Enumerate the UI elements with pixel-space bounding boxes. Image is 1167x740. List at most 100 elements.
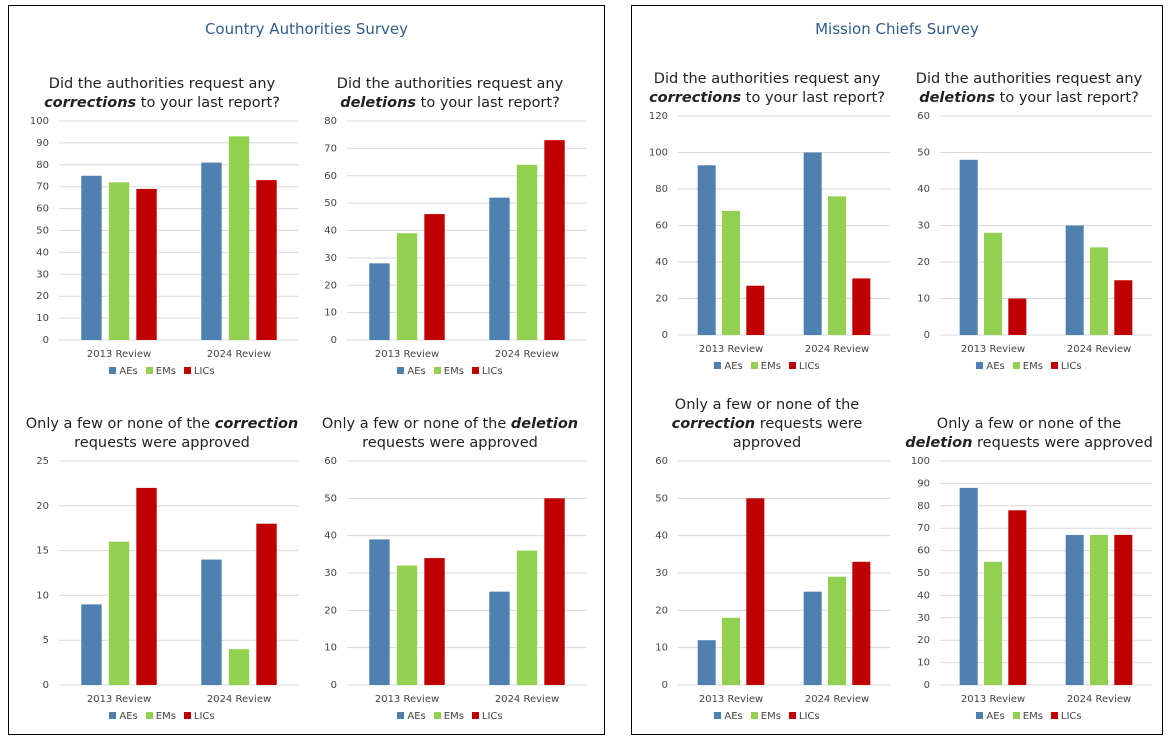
legend: AEs EMs LICs (898, 711, 1160, 722)
y-tick-label: 30 (655, 568, 668, 579)
x-tick-label: 2013 Review (375, 349, 439, 360)
legend-swatch (1050, 362, 1058, 369)
legend-label: AEs (724, 711, 743, 722)
legend-label: EMs (443, 366, 464, 377)
bar (852, 278, 871, 335)
bar (721, 617, 741, 685)
y-tick-label: 10 (36, 590, 49, 601)
bar (516, 164, 538, 340)
y-tick-label: 20 (655, 605, 668, 616)
legend-item: EMs (750, 711, 781, 722)
x-tick-label: 2013 Review (699, 344, 763, 355)
legend-item: EMs (1012, 711, 1043, 722)
y-tick-label: 40 (917, 184, 930, 195)
legend: AEs EMs LICs (636, 361, 898, 372)
title-part: requests were approved (74, 435, 250, 451)
bar (959, 487, 978, 685)
chart: Did the authorities request any correcti… (636, 46, 898, 381)
title-part: requests were approved (362, 435, 538, 451)
legend-label: EMs (1022, 711, 1043, 722)
bar (697, 165, 716, 335)
panel: Mission Chiefs Survey Did the authoritie… (631, 5, 1163, 735)
chart-title: Only a few or none of the correction req… (636, 391, 898, 453)
y-tick-label: 10 (655, 643, 668, 654)
legend-item: EMs (145, 366, 176, 377)
legend-label: EMs (443, 711, 464, 722)
x-tick-label: 2024 Review (805, 344, 869, 355)
chart-title: Only a few or none of the correction req… (17, 391, 307, 453)
legend-label: EMs (155, 366, 176, 377)
legend-item: AEs (397, 366, 426, 377)
chart-title: Did the authorities request any correcti… (636, 46, 898, 108)
chart: Did the authorities request any deletion… (305, 51, 595, 386)
bar (424, 214, 445, 340)
y-tick-label: 100 (649, 148, 668, 159)
legend-swatch (750, 712, 758, 719)
bar (746, 285, 765, 335)
plot: 0 10 20 30 40 50 60 70 80 90 100 2013 Review 2024 Re… (911, 456, 1152, 705)
legend-swatch (145, 367, 153, 374)
legend-swatch (433, 712, 441, 719)
legend-label: EMs (155, 711, 176, 722)
legend-swatch (1012, 712, 1020, 719)
legend-item: LICs (1050, 361, 1082, 372)
legend: AEs EMs LICs (17, 366, 307, 377)
y-tick-label: 40 (324, 226, 337, 237)
legend-label: EMs (760, 361, 781, 372)
y-tick-label: 30 (324, 568, 337, 579)
y-tick-label: 60 (655, 456, 668, 467)
bar (256, 180, 277, 340)
legend-item: LICs (788, 711, 820, 722)
bar (136, 188, 157, 340)
chart-title-text: Only a few or none of the correction req… (642, 396, 892, 453)
title-part: to your last report? (995, 90, 1139, 106)
title-part: Did the authorities request any (915, 71, 1143, 87)
bar (228, 649, 250, 685)
bar (201, 559, 222, 685)
title-part: correction (214, 416, 299, 432)
y-tick-label: 0 (924, 680, 930, 691)
y-tick-label: 0 (331, 335, 337, 346)
bar (136, 487, 157, 685)
y-tick-label: 90 (917, 478, 930, 489)
legend-label: AEs (986, 361, 1005, 372)
chart-title-text: Did the authorities request any correcti… (23, 75, 301, 113)
bar (424, 558, 445, 685)
y-tick-label: 30 (917, 613, 930, 624)
plot: 0 10 20 30 40 50 60 2013 Review 2024 Review (324, 456, 587, 705)
legend-label: AEs (724, 361, 743, 372)
legend-swatch (183, 712, 191, 719)
bar (803, 591, 822, 685)
y-tick-label: 50 (655, 493, 668, 504)
bar (852, 561, 871, 685)
y-tick-label: 40 (36, 247, 49, 258)
legend-label: EMs (760, 711, 781, 722)
title-part: Only a few or none of the (936, 416, 1122, 432)
title-part: deletions (919, 90, 996, 106)
bar (396, 565, 418, 685)
bar (201, 162, 222, 340)
y-tick-label: 20 (655, 294, 668, 305)
y-tick-label: 100 (911, 456, 930, 467)
y-tick-label: 40 (324, 531, 337, 542)
bar (827, 196, 847, 335)
legend-item: LICs (471, 366, 503, 377)
title-part: correction (671, 416, 756, 432)
legend-label: AEs (119, 366, 138, 377)
bar (1008, 298, 1027, 335)
legend-swatch (109, 712, 117, 719)
x-tick-label: 2024 Review (495, 694, 559, 705)
legend-label: LICs (798, 711, 820, 722)
chart-title-text: Only a few or none of the deletion reque… (904, 415, 1154, 453)
y-tick-label: 25 (36, 456, 49, 467)
panel-title: Country Authorities Survey (204, 20, 409, 38)
y-tick-label: 50 (324, 198, 337, 209)
legend-swatch (145, 712, 153, 719)
y-tick-label: 0 (331, 680, 337, 691)
bar (746, 498, 765, 685)
legend: AEs EMs LICs (898, 361, 1160, 372)
title-part: to your last report? (136, 95, 280, 111)
legend-label: LICs (481, 711, 503, 722)
bar (1008, 510, 1027, 685)
bar (1089, 534, 1109, 685)
